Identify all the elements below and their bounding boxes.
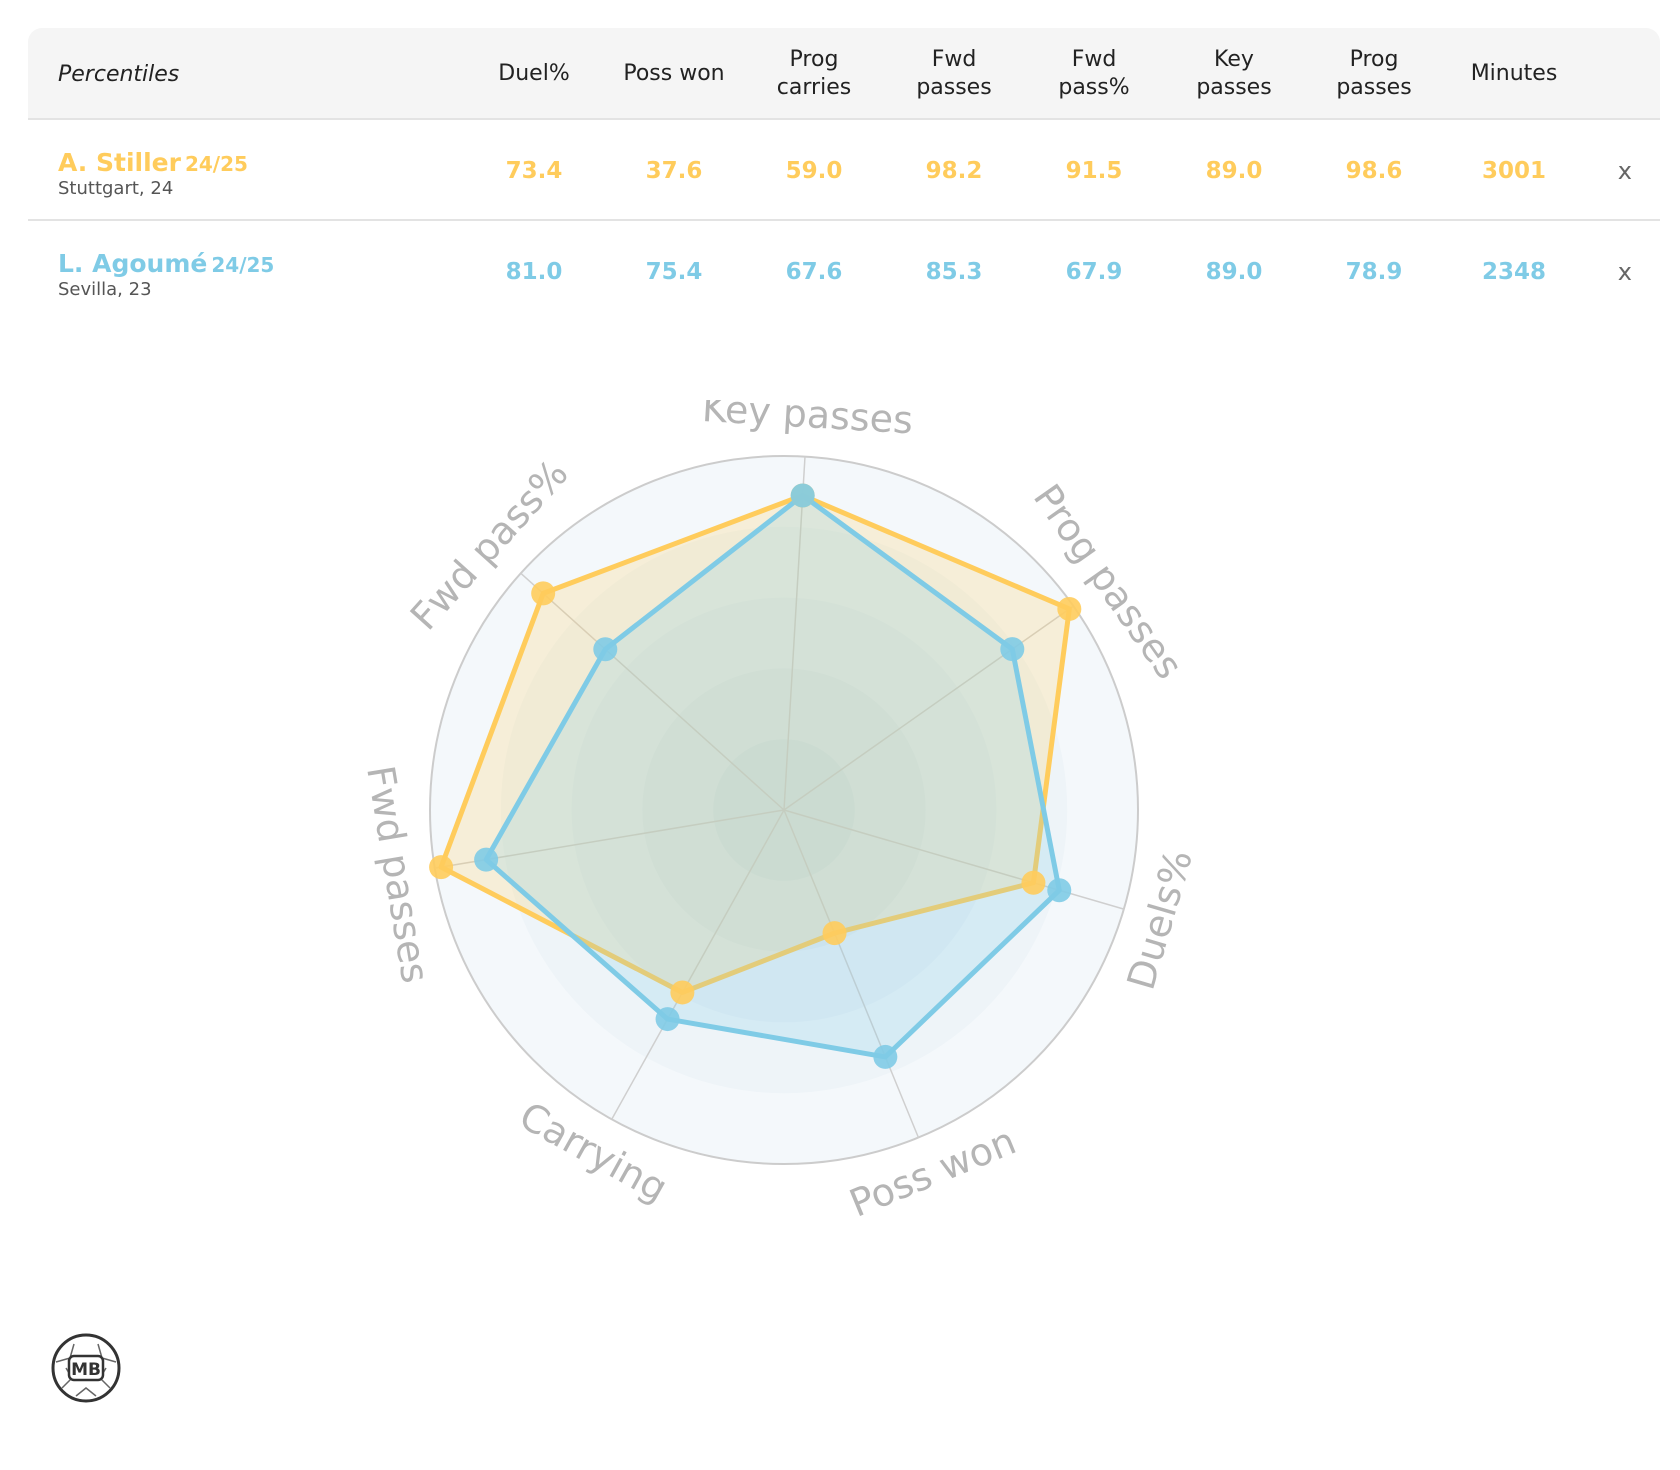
col-header-key-passes[interactable]: Key passes xyxy=(1196,47,1272,100)
radar-point[interactable] xyxy=(429,855,454,880)
table-header: Percentiles Duel% Poss won Prog carries … xyxy=(28,28,1660,120)
table-title: Percentiles xyxy=(58,61,180,87)
radar-spoke xyxy=(611,809,785,1120)
col-header-fwd-passes[interactable]: Fwd passes xyxy=(916,47,992,100)
radar-point[interactable] xyxy=(531,581,556,606)
radar-point[interactable] xyxy=(790,483,815,508)
logo-badge xyxy=(67,1354,105,1382)
radar-point[interactable] xyxy=(474,847,499,872)
cell-prog-passes: 98.6 xyxy=(1345,157,1403,184)
radar-point[interactable] xyxy=(822,921,847,946)
col-header-poss-won[interactable]: Poss won xyxy=(623,61,725,86)
col-header-duel-pct[interactable]: Duel% xyxy=(498,61,570,86)
player-season: 24/25 xyxy=(184,152,248,176)
cell-prog-carries: 59.0 xyxy=(785,157,843,184)
cell-prog-carries: 67.6 xyxy=(785,258,843,285)
radar-axis-label: Fwd passes xyxy=(358,763,437,987)
logo-text: MB xyxy=(71,1360,101,1380)
cell-minutes: 3001 xyxy=(1481,157,1546,184)
player-name[interactable]: A. Stiller xyxy=(58,148,181,177)
radar-axis-label: Key passes xyxy=(701,400,914,442)
radar-series-b-area xyxy=(483,492,1062,1060)
cell-poss-won: 75.4 xyxy=(645,258,703,285)
cell-fwd-passes: 98.2 xyxy=(925,157,983,184)
cell-minutes: 2348 xyxy=(1481,258,1546,285)
radar-point[interactable] xyxy=(1047,878,1072,903)
cell-prog-passes: 78.9 xyxy=(1345,258,1403,285)
player-name[interactable]: L. Agoumé xyxy=(58,249,208,278)
radar-point[interactable] xyxy=(1057,596,1082,621)
table-row: L. Agoumé 24/25 Sevilla, 23 81.0 75.4 67.… xyxy=(28,221,1660,322)
col-header-minutes[interactable]: Minutes xyxy=(1470,61,1558,86)
mb-logo: MB xyxy=(51,1333,121,1403)
player-season: 24/25 xyxy=(211,253,275,277)
radar-spoke xyxy=(520,572,785,811)
cell-duel-pct: 81.0 xyxy=(505,258,563,285)
remove-player-button[interactable]: x xyxy=(1617,257,1632,286)
radar-point[interactable] xyxy=(593,637,618,662)
cell-poss-won: 37.6 xyxy=(645,157,703,184)
radar-spoke xyxy=(783,456,806,811)
remove-player-button[interactable]: x xyxy=(1617,156,1632,185)
cell-key-passes: 89.0 xyxy=(1205,258,1263,285)
table-row: A. Stiller 24/25 Stuttgart, 24 73.4 37.6 … xyxy=(28,120,1660,221)
col-header-prog-passes[interactable]: Prog passes xyxy=(1336,47,1412,100)
player-info: A. Stiller 24/25 Stuttgart, 24 xyxy=(58,148,248,199)
radar-spoke xyxy=(783,809,920,1138)
cell-duel-pct: 73.4 xyxy=(505,157,563,184)
radar-spoke xyxy=(783,605,1074,811)
radar-point[interactable] xyxy=(670,980,695,1005)
percentile-table: Percentiles Duel% Poss won Prog carries … xyxy=(28,28,1660,322)
col-header-fwd-pass-pct[interactable]: Fwd pass% xyxy=(1058,47,1130,100)
col-header-prog-carries[interactable]: Prog carries xyxy=(776,47,852,100)
radar-series xyxy=(429,483,1082,1069)
player-team: Sevilla, 23 xyxy=(58,279,152,300)
cell-fwd-pass-pct: 67.9 xyxy=(1065,258,1123,285)
radar-point[interactable] xyxy=(1021,870,1046,895)
cell-fwd-passes: 85.3 xyxy=(925,258,983,285)
player-team: Stuttgart, 24 xyxy=(58,178,174,199)
radar-point[interactable] xyxy=(873,1044,898,1069)
radar-point[interactable] xyxy=(655,1007,680,1032)
radar-point[interactable] xyxy=(1000,637,1025,662)
radar-series-a-area xyxy=(438,492,1072,995)
player-info: L. Agoumé 24/25 Sevilla, 23 xyxy=(58,249,274,300)
cell-fwd-pass-pct: 91.5 xyxy=(1065,157,1123,184)
cell-key-passes: 89.0 xyxy=(1205,157,1263,184)
